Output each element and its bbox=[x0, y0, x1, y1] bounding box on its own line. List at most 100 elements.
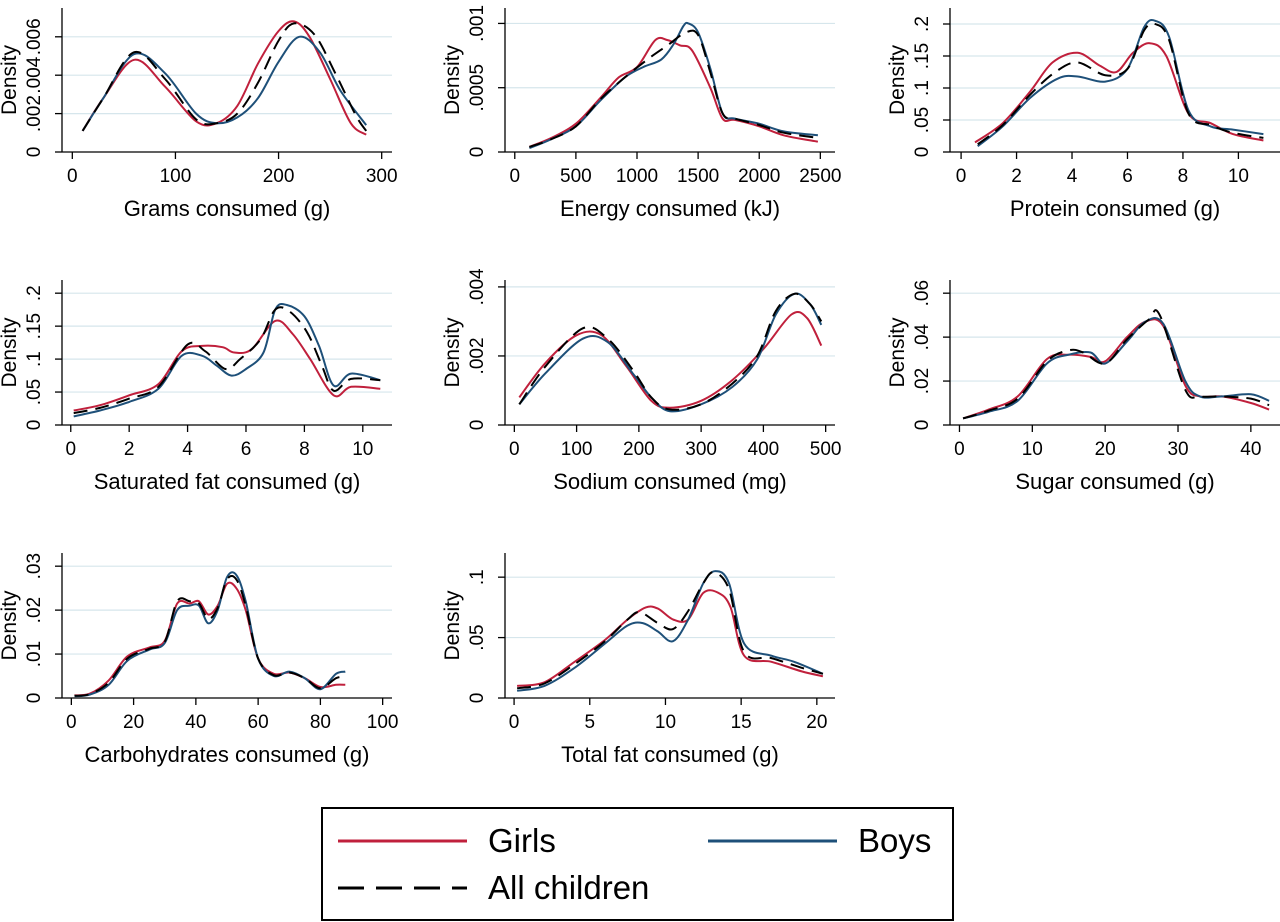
series-line-girls bbox=[529, 36, 819, 148]
x-tick-label: 40 bbox=[185, 712, 206, 733]
x-axis-title: Sodium consumed (mg) bbox=[553, 469, 787, 494]
legend: Girls Boys All children bbox=[321, 807, 954, 921]
x-tick-label: 10 bbox=[352, 439, 373, 460]
x-axis-title: Protein consumed (g) bbox=[1010, 196, 1220, 221]
panel-energy-consumed-kj: 0 500 1000 1500 2000 2500 0 .0005 .001 Energy con… bbox=[441, 5, 841, 221]
x-tick-label: 80 bbox=[310, 712, 331, 733]
x-tick-label: 400 bbox=[748, 439, 780, 460]
y-tick-label: .06 bbox=[912, 280, 933, 306]
x-tick-label: 20 bbox=[123, 712, 144, 733]
y-tick-label: .1 bbox=[912, 80, 933, 96]
x-tick-label: 20 bbox=[1095, 439, 1116, 460]
legend-label-all-children: All children bbox=[488, 869, 649, 906]
x-tick-label: 200 bbox=[623, 439, 655, 460]
y-axis-title: Density bbox=[441, 317, 464, 388]
x-tick-label: 100 bbox=[367, 712, 399, 733]
y-axis-title: Density bbox=[886, 44, 909, 115]
y-tick-label: .15 bbox=[24, 313, 45, 339]
x-tick-label: 100 bbox=[160, 166, 192, 187]
y-tick-label: .15 bbox=[912, 43, 933, 69]
y-tick-label: 0 bbox=[912, 147, 933, 158]
series-line-girls bbox=[518, 310, 823, 409]
panel-sugar-consumed-g: 0 10 20 30 40 0 .02 .04 .06 Sugar consumed (g) Den… bbox=[886, 280, 1280, 494]
panel-protein-consumed-g: 0 2 4 6 8 10 0 .05 .1 .15 .2 Protein consumed (g) De… bbox=[886, 8, 1280, 221]
series-line-boys bbox=[516, 570, 824, 692]
x-tick-label: 2 bbox=[1011, 166, 1022, 187]
x-tick-label: 40 bbox=[1240, 439, 1261, 460]
series-line-all-children bbox=[977, 22, 1264, 146]
x-axis-title: Grams consumed (g) bbox=[124, 196, 331, 221]
x-tick-label: 15 bbox=[731, 712, 752, 733]
y-tick-label: .002 bbox=[467, 337, 488, 374]
x-tick-label: 500 bbox=[810, 439, 842, 460]
y-tick-label: 0 bbox=[24, 420, 45, 431]
y-tick-label: .03 bbox=[24, 553, 45, 579]
x-tick-label: 0 bbox=[954, 439, 965, 460]
y-tick-label: .1 bbox=[467, 569, 488, 585]
series-line-girls bbox=[81, 20, 367, 136]
x-tick-label: 300 bbox=[366, 166, 398, 187]
x-tick-label: 0 bbox=[66, 712, 77, 733]
x-tick-label: 0 bbox=[509, 439, 520, 460]
y-axis-title: Density bbox=[441, 44, 464, 115]
x-tick-label: 2000 bbox=[738, 166, 780, 187]
x-tick-label: 4 bbox=[1067, 166, 1078, 187]
y-tick-label: .02 bbox=[24, 597, 45, 623]
x-tick-label: 6 bbox=[241, 439, 252, 460]
y-tick-label: .02 bbox=[912, 368, 933, 394]
y-tick-label: .04 bbox=[912, 323, 933, 350]
x-tick-label: 30 bbox=[1167, 439, 1188, 460]
y-axis-title: Density bbox=[0, 44, 21, 115]
y-tick-label: .05 bbox=[467, 624, 488, 650]
y-tick-label: .2 bbox=[912, 16, 933, 32]
y-tick-label: 0 bbox=[24, 147, 45, 158]
y-tick-label: .1 bbox=[24, 351, 45, 367]
y-tick-label: .01 bbox=[24, 641, 45, 667]
panel-grams-consumed-g: 0 100 200 300 0 .002.004.006 Grams consumed (g… bbox=[0, 8, 398, 221]
x-tick-label: 0 bbox=[65, 439, 76, 460]
series-line-all-children bbox=[74, 574, 346, 697]
y-tick-label: .2 bbox=[24, 285, 45, 301]
x-axis-title: Saturated fat consumed (g) bbox=[94, 469, 361, 494]
legend-label-girls: Girls bbox=[488, 822, 556, 859]
y-tick-label: .05 bbox=[24, 379, 45, 405]
y-tick-label: 0 bbox=[467, 420, 488, 431]
y-tick-label: 0 bbox=[24, 693, 45, 704]
series-line-boys bbox=[977, 19, 1264, 147]
panel-saturated-fat-consumed-g: 0 2 4 6 8 10 0 .05 .1 .15 .2 Saturated fat consumed… bbox=[0, 280, 392, 494]
x-tick-label: 1000 bbox=[616, 166, 658, 187]
x-axis-title: Total fat consumed (g) bbox=[561, 742, 779, 767]
x-tick-label: 60 bbox=[248, 712, 269, 733]
y-axis-title: Density bbox=[441, 590, 464, 661]
x-tick-label: 500 bbox=[560, 166, 592, 187]
y-axis-title: Density bbox=[886, 317, 909, 388]
x-tick-label: 0 bbox=[509, 712, 520, 733]
series-line-girls bbox=[73, 319, 381, 412]
y-tick-label: .004 bbox=[24, 56, 45, 93]
x-tick-label: 100 bbox=[561, 439, 593, 460]
series-line-boys bbox=[74, 571, 346, 698]
x-tick-label: 6 bbox=[1122, 166, 1133, 187]
y-axis-title: Density bbox=[0, 317, 21, 388]
x-axis-title: Energy consumed (kJ) bbox=[560, 196, 780, 221]
y-axis-title: Density bbox=[0, 590, 21, 661]
y-tick-label: 0 bbox=[467, 693, 488, 704]
legend-frame bbox=[321, 807, 954, 921]
x-tick-label: 2500 bbox=[799, 166, 841, 187]
x-tick-label: 0 bbox=[67, 166, 78, 187]
x-tick-label: 20 bbox=[806, 712, 827, 733]
panel-total-fat-consumed-g: 0 5 10 15 20 0 .05 .1 Total fat consumed (g) Dens… bbox=[441, 553, 835, 767]
y-tick-label: .0005 bbox=[467, 64, 488, 112]
series-line-girls bbox=[516, 589, 824, 687]
series-line-boys bbox=[81, 35, 367, 132]
x-tick-label: 0 bbox=[509, 166, 520, 187]
y-tick-label: 0 bbox=[912, 420, 933, 431]
x-tick-label: 2 bbox=[124, 439, 135, 460]
series-line-boys bbox=[73, 302, 381, 418]
x-tick-label: 8 bbox=[1178, 166, 1189, 187]
x-tick-label: 300 bbox=[685, 439, 717, 460]
x-tick-label: 10 bbox=[1228, 166, 1249, 187]
x-tick-label: 4 bbox=[182, 439, 193, 460]
